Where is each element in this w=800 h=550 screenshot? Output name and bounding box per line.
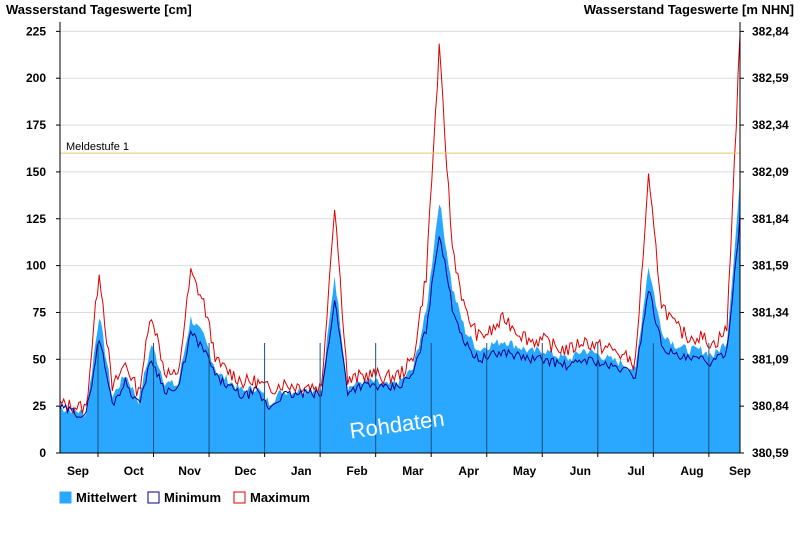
x-tick-label: Jul (627, 464, 644, 478)
right-tick-label: 382,59 (752, 71, 789, 85)
axes (59, 22, 741, 454)
left-tick-label: 75 (33, 305, 47, 319)
right-tick-label: 382,84 (752, 24, 789, 38)
left-tick-label: 0 (39, 446, 46, 460)
right-tick-label: 380,59 (752, 446, 789, 460)
left-tick-label: 225 (26, 24, 46, 38)
x-tick-label: May (513, 464, 537, 478)
legend: Mittelwert Minimum Maximum (59, 490, 310, 505)
left-axis-ticks: 0 25 50 75 100 125 150 175 200 225 (26, 24, 60, 460)
x-tick-label: Oct (124, 464, 144, 478)
right-tick-label: 381,84 (752, 212, 789, 226)
x-tick-label: Feb (346, 464, 367, 478)
x-tick-label: Sep (67, 464, 89, 478)
x-tick-label: Sep (729, 464, 751, 478)
right-tick-label: 381,34 (752, 305, 789, 319)
right-tick-label: 382,34 (752, 118, 789, 132)
right-tick-label: 381,59 (752, 259, 789, 273)
x-tick-label: Jan (291, 464, 312, 478)
reference-line-label: Meldestufe 1 (66, 141, 129, 153)
legend-swatch (147, 491, 160, 504)
right-tick-label: 382,09 (752, 165, 789, 179)
legend-label: Mittelwert (76, 490, 137, 505)
legend-swatch (233, 491, 246, 504)
right-tick-label: 380,84 (752, 399, 789, 413)
x-tick-label: Mar (402, 464, 424, 478)
maximum-line (59, 34, 741, 415)
right-axis-ticks: 380,59 380,84 381,09 381,34 381,59 381,84 382,… (740, 24, 789, 460)
left-tick-label: 100 (26, 259, 46, 273)
minimum-line (59, 214, 741, 419)
month-dividers (97, 343, 710, 453)
series-layer (59, 34, 741, 453)
left-tick-label: 25 (33, 399, 47, 413)
left-tick-label: 200 (26, 71, 46, 85)
legend-label: Maximum (250, 490, 310, 505)
x-tick-label: Apr (458, 464, 479, 478)
left-tick-label: 175 (26, 118, 46, 132)
x-tick-label: Jun (570, 464, 591, 478)
legend-swatch (59, 491, 72, 504)
x-axis-ticks: Sep Oct Nov Dec Jan Feb Mar Apr May Jun Jul Aug Sep (67, 453, 765, 478)
left-tick-label: 50 (33, 352, 47, 366)
right-axis-title: Wasserstand Tageswerte [m NHN] (584, 2, 794, 17)
left-tick-label: 150 (26, 165, 46, 179)
left-axis-title: Wasserstand Tageswerte [cm] (6, 2, 192, 17)
x-tick-label: Dec (234, 464, 256, 478)
x-tick-label: Aug (680, 464, 703, 478)
x-tick-label: Nov (178, 464, 201, 478)
left-tick-label: 125 (26, 212, 46, 226)
legend-label: Minimum (164, 490, 221, 505)
right-tick-label: 381,09 (752, 352, 789, 366)
